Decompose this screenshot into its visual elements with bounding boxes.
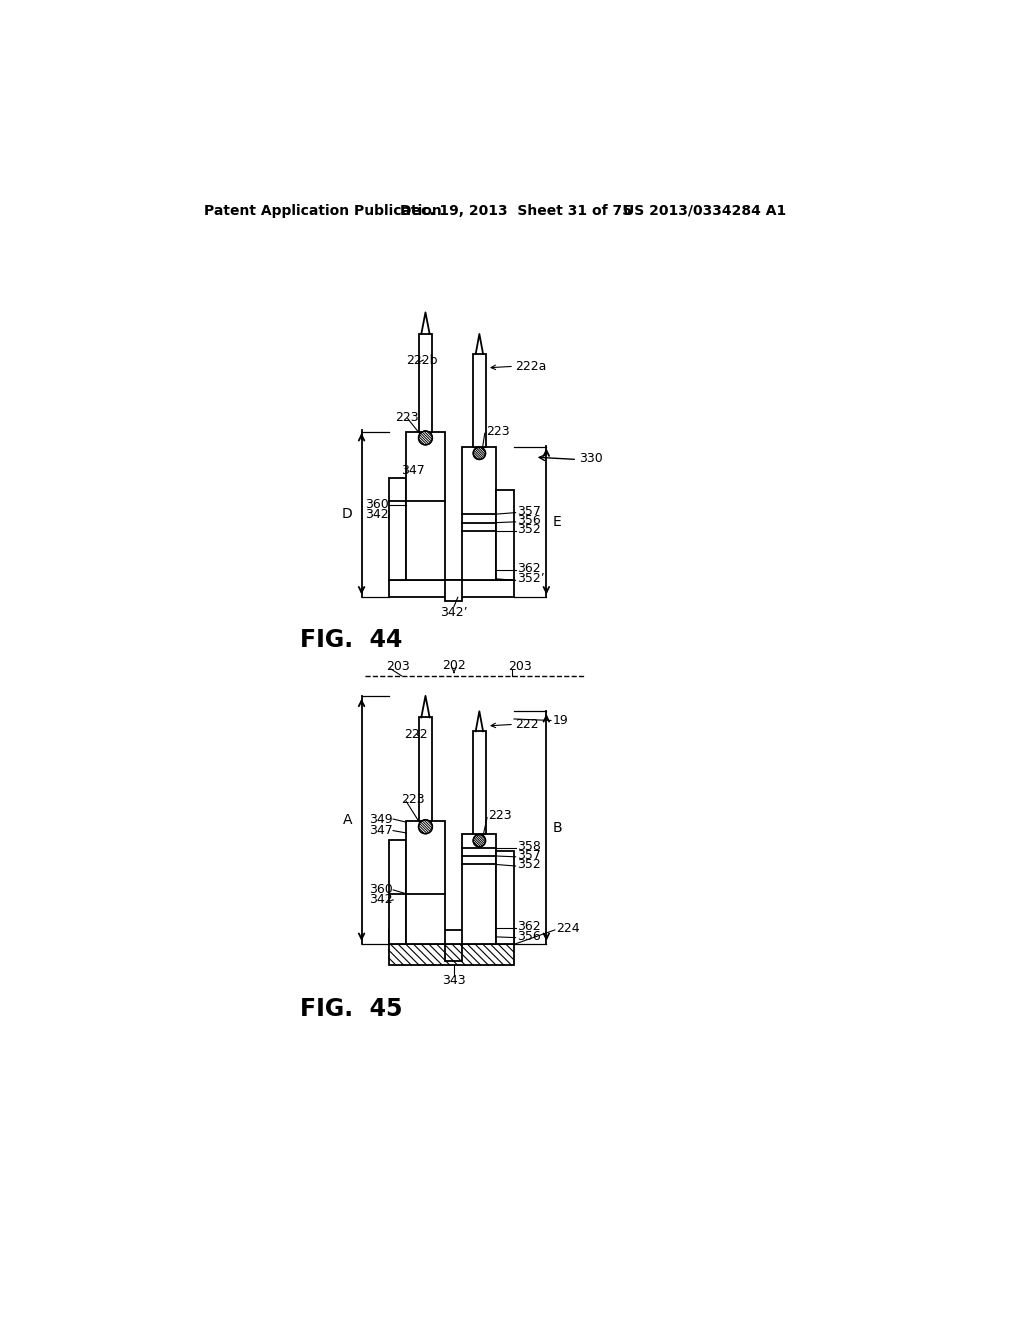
Bar bbox=[388, 478, 407, 579]
Text: 360: 360 bbox=[365, 499, 388, 511]
Bar bbox=[444, 944, 462, 961]
Text: US 2013/0334284 A1: US 2013/0334284 A1 bbox=[624, 203, 786, 218]
Bar bbox=[419, 718, 432, 821]
Bar bbox=[462, 834, 497, 944]
Text: A: A bbox=[343, 813, 352, 826]
Circle shape bbox=[419, 432, 432, 445]
Text: 347: 347 bbox=[400, 463, 425, 477]
Text: 202: 202 bbox=[442, 659, 466, 672]
Text: 342: 342 bbox=[369, 894, 392, 907]
Text: FIG.  45: FIG. 45 bbox=[300, 997, 402, 1022]
Text: 362: 362 bbox=[517, 920, 541, 933]
Circle shape bbox=[473, 447, 485, 459]
Circle shape bbox=[419, 820, 432, 834]
Bar bbox=[444, 579, 462, 601]
Text: 349: 349 bbox=[369, 813, 392, 825]
Bar bbox=[497, 851, 514, 944]
Text: 352’: 352’ bbox=[517, 573, 545, 585]
Text: 222b: 222b bbox=[407, 354, 437, 367]
Text: 222a: 222a bbox=[515, 360, 547, 372]
Text: 224: 224 bbox=[556, 921, 580, 935]
Text: 352: 352 bbox=[517, 523, 541, 536]
Text: FIG.  44: FIG. 44 bbox=[300, 627, 402, 652]
Text: 343: 343 bbox=[442, 974, 466, 987]
Text: 19: 19 bbox=[553, 714, 568, 727]
Bar bbox=[388, 840, 407, 944]
Text: 330: 330 bbox=[579, 453, 602, 465]
Text: 360: 360 bbox=[369, 883, 392, 896]
Text: B: B bbox=[553, 821, 562, 834]
Bar bbox=[388, 579, 514, 597]
Bar bbox=[388, 944, 514, 965]
Text: 356: 356 bbox=[517, 513, 541, 527]
Bar bbox=[419, 334, 432, 432]
Text: 347: 347 bbox=[369, 824, 392, 837]
Text: 342’: 342’ bbox=[440, 606, 468, 619]
Text: 357: 357 bbox=[517, 504, 541, 517]
Circle shape bbox=[473, 834, 485, 847]
Bar bbox=[407, 821, 444, 944]
Text: Dec. 19, 2013  Sheet 31 of 75: Dec. 19, 2013 Sheet 31 of 75 bbox=[400, 203, 632, 218]
Bar bbox=[388, 929, 514, 944]
Text: E: E bbox=[553, 515, 561, 529]
Bar bbox=[407, 432, 444, 579]
Text: 222: 222 bbox=[403, 727, 428, 741]
Text: 203: 203 bbox=[386, 660, 410, 673]
Text: 342: 342 bbox=[365, 508, 388, 521]
Text: 223: 223 bbox=[401, 792, 425, 805]
Bar bbox=[473, 731, 485, 834]
Text: 358: 358 bbox=[517, 840, 541, 853]
Text: Patent Application Publication: Patent Application Publication bbox=[204, 203, 441, 218]
Text: 223: 223 bbox=[394, 411, 418, 424]
Text: 222: 222 bbox=[515, 718, 540, 731]
Text: 352: 352 bbox=[517, 858, 541, 871]
Text: 203: 203 bbox=[508, 660, 531, 673]
Text: 362: 362 bbox=[517, 562, 541, 576]
Text: D: D bbox=[342, 507, 352, 521]
Text: 357: 357 bbox=[517, 849, 541, 862]
Bar bbox=[473, 354, 485, 447]
Text: 223: 223 bbox=[486, 425, 510, 438]
Bar bbox=[497, 490, 514, 579]
Text: 356: 356 bbox=[517, 929, 541, 942]
Text: 223: 223 bbox=[488, 809, 512, 822]
Bar bbox=[462, 447, 497, 579]
